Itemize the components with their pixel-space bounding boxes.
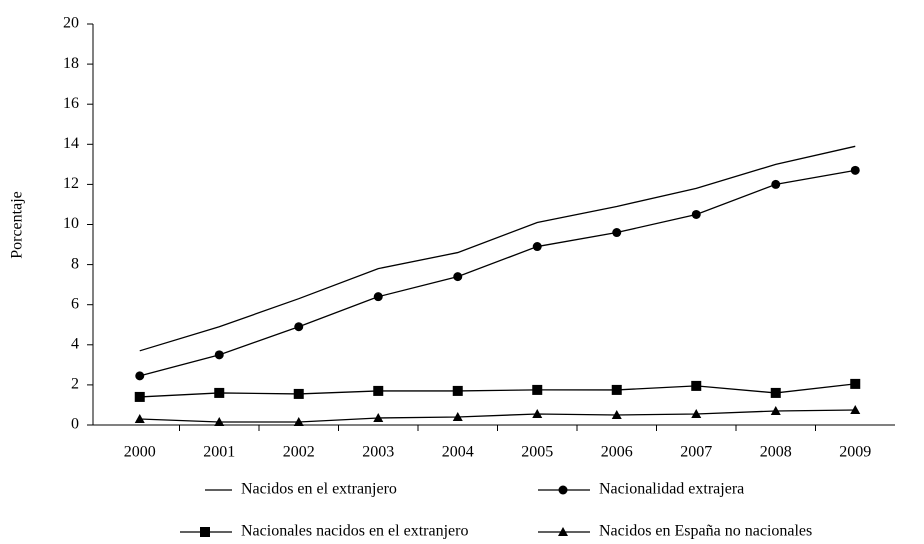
marker [293,416,304,426]
marker [770,405,781,415]
legend-marker [558,527,568,536]
marker [135,371,145,381]
legend-label: Nacionales nacidos en el extranjero [241,523,468,540]
marker [532,408,543,418]
marker [532,242,542,252]
marker [452,411,463,421]
x-tick-label: 2004 [442,444,474,461]
legend-label: Nacidos en España no nacionales [599,523,812,540]
marker [532,384,543,395]
marker [214,416,225,426]
x-tick-label: 2005 [521,444,553,461]
marker [611,384,622,395]
x-tick-label: 2009 [839,444,871,461]
y-tick-label: 14 [63,135,79,152]
x-tick-label: 2007 [680,444,712,461]
marker [373,385,384,396]
marker [691,408,702,418]
legend-marker [558,485,568,495]
series-line [139,145,856,352]
marker [214,350,224,360]
y-tick-label: 2 [71,376,79,393]
legend-label: Nacidos en el extranjero [241,481,397,498]
marker [771,179,781,189]
marker [214,387,225,398]
marker [611,409,622,419]
marker [452,385,463,396]
marker [134,413,145,423]
x-tick-label: 2006 [601,444,633,461]
marker [293,388,304,399]
x-tick-label: 2002 [283,444,315,461]
y-tick-label: 16 [63,95,79,112]
y-axis-label: Porcentaje [9,191,26,259]
marker [134,391,145,402]
series-line [139,169,856,377]
series-line [139,409,856,423]
y-tick-label: 4 [71,335,79,352]
y-tick-label: 10 [63,215,79,232]
marker [691,209,701,219]
marker [691,380,702,391]
y-tick-label: 20 [63,15,79,32]
marker [373,292,383,302]
marker [770,387,781,398]
y-tick-label: 18 [63,55,79,72]
marker [850,404,861,414]
marker [612,228,622,238]
series-line [139,383,856,398]
x-tick-label: 2001 [203,444,235,461]
marker [453,272,463,282]
marker [294,322,304,332]
y-tick-label: 0 [71,416,79,433]
y-tick-label: 8 [71,255,79,272]
x-tick-label: 2003 [362,444,394,461]
marker [850,378,861,389]
legend-label: Nacionalidad extrajera [599,481,744,498]
y-tick-label: 6 [71,295,79,312]
marker [373,412,384,422]
marker [850,165,860,175]
x-tick-label: 2000 [124,444,156,461]
x-tick-label: 2008 [760,444,792,461]
legend-marker [200,527,210,537]
y-tick-label: 12 [63,175,79,192]
